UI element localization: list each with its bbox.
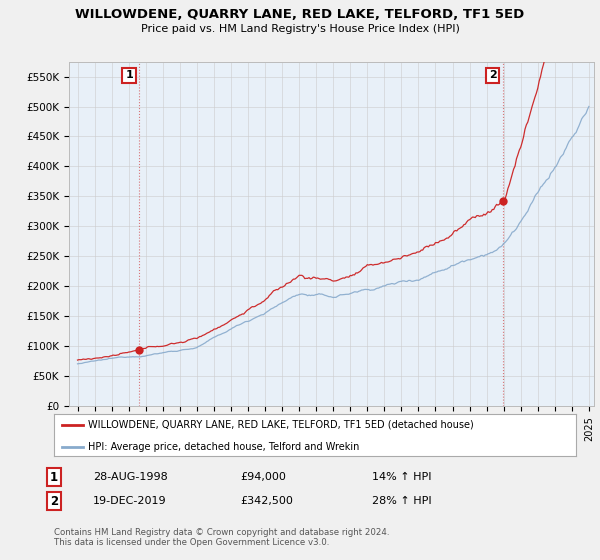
Text: This data is licensed under the Open Government Licence v3.0.: This data is licensed under the Open Gov… [54,538,329,547]
Text: 2: 2 [489,71,497,81]
Text: £94,000: £94,000 [240,472,286,482]
Text: WILLOWDENE, QUARRY LANE, RED LAKE, TELFORD, TF1 5ED: WILLOWDENE, QUARRY LANE, RED LAKE, TELFO… [76,8,524,21]
Text: 1: 1 [50,470,58,484]
Text: 28% ↑ HPI: 28% ↑ HPI [372,496,431,506]
Text: WILLOWDENE, QUARRY LANE, RED LAKE, TELFORD, TF1 5ED (detached house): WILLOWDENE, QUARRY LANE, RED LAKE, TELFO… [88,420,473,430]
Text: 14% ↑ HPI: 14% ↑ HPI [372,472,431,482]
Text: 1: 1 [125,71,133,81]
Text: Contains HM Land Registry data © Crown copyright and database right 2024.: Contains HM Land Registry data © Crown c… [54,528,389,536]
Text: HPI: Average price, detached house, Telford and Wrekin: HPI: Average price, detached house, Telf… [88,442,359,452]
Text: Price paid vs. HM Land Registry's House Price Index (HPI): Price paid vs. HM Land Registry's House … [140,24,460,34]
Text: 19-DEC-2019: 19-DEC-2019 [93,496,167,506]
Text: 2: 2 [50,494,58,508]
Text: £342,500: £342,500 [240,496,293,506]
Text: 28-AUG-1998: 28-AUG-1998 [93,472,168,482]
